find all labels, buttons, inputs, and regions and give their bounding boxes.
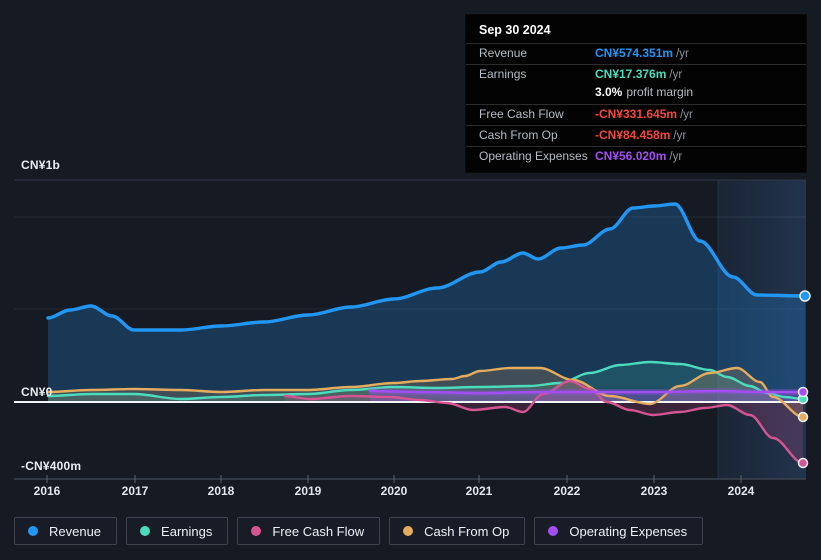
y-axis-label-1b: CN¥1b xyxy=(21,158,61,172)
legend-label: Cash From Op xyxy=(424,523,510,539)
earnings-line xyxy=(46,360,805,401)
y-axis-label-zero: CN¥0 xyxy=(21,385,53,399)
legend-item-cash-from-op[interactable]: Cash From Op xyxy=(389,517,526,545)
legend-item-revenue[interactable]: Revenue xyxy=(14,517,118,545)
tooltip-row-free-cash-flow: Free Cash Flow -CN¥331.645m/yr xyxy=(466,104,806,125)
tooltip-suffix: /yr xyxy=(680,109,693,121)
x-axis-labels: 2016 2017 2018 2019 2020 2021 2022 2023 2024 xyxy=(0,484,821,500)
tooltip-label: Revenue xyxy=(479,46,528,60)
cash_from_op-line xyxy=(46,366,805,419)
tooltip-label: Cash From Op xyxy=(479,128,558,142)
chart-legend: Revenue Earnings Free Cash Flow Cash Fro… xyxy=(14,517,704,545)
x-axis-label-2020: 2020 xyxy=(380,484,408,498)
tooltip-date: Sep 30 2024 xyxy=(479,23,551,37)
tooltip-suffix: /yr xyxy=(669,69,683,81)
profit-margin-value: 3.0% xyxy=(595,85,623,99)
x-axis-label-2016: 2016 xyxy=(33,484,61,498)
legend-label: Earnings xyxy=(161,523,213,539)
legend-label: Revenue xyxy=(49,523,102,539)
tooltip-row-profit-margin: 3.0% profit margin xyxy=(466,85,806,104)
revenue-dot-icon xyxy=(28,526,38,536)
x-axis-label-2018: 2018 xyxy=(207,484,235,498)
legend-item-operating-expenses[interactable]: Operating Expenses xyxy=(534,517,704,545)
revenue-area xyxy=(48,204,805,402)
tooltip-value: CN¥17.376m xyxy=(595,67,667,81)
x-axis-label-2024: 2024 xyxy=(727,484,755,498)
profit-margin-text: profit margin xyxy=(626,85,694,99)
free_cash_flow-line xyxy=(283,379,805,465)
revenue-line xyxy=(46,202,807,332)
op_ex-endpoint-marker xyxy=(797,386,809,398)
chart-tooltip: Sep 30 2024 Revenue CN¥574.351m/yr Earni… xyxy=(466,15,806,172)
y-axis-label-neg400m: -CN¥400m xyxy=(21,459,82,473)
free-cash-flow-dot-icon xyxy=(251,526,262,536)
tooltip-suffix: /yr xyxy=(676,48,689,60)
x-axis-label-2022: 2022 xyxy=(553,484,581,498)
tooltip-label: Operating Expenses xyxy=(479,149,588,163)
tooltip-label: Earnings xyxy=(479,67,527,81)
tooltip-value: -CN¥331.645m xyxy=(595,107,678,121)
cash_from_op-endpoint-marker xyxy=(797,411,809,423)
tooltip-row-revenue: Revenue CN¥574.351m/yr xyxy=(466,43,806,64)
free_cash_flow-endpoint-marker xyxy=(797,457,809,469)
tooltip-label: Free Cash Flow xyxy=(479,107,564,121)
x-axis-label-2021: 2021 xyxy=(465,484,493,498)
op_ex-line xyxy=(368,389,805,395)
legend-label: Operating Expenses xyxy=(569,523,688,539)
x-axis-label-2017: 2017 xyxy=(121,484,149,498)
operating-expenses-dot-icon xyxy=(548,526,559,536)
tooltip-value: CN¥56.020m xyxy=(595,149,667,163)
legend-item-free-cash-flow[interactable]: Free Cash Flow xyxy=(237,517,381,545)
legend-label: Free Cash Flow xyxy=(272,523,365,539)
tooltip-row-cash-from-op: Cash From Op -CN¥84.458m/yr xyxy=(466,125,806,146)
legend-item-earnings[interactable]: Earnings xyxy=(126,517,229,545)
tooltip-suffix: /yr xyxy=(669,151,683,163)
cash-from-op-dot-icon xyxy=(403,526,414,536)
earnings-dot-icon xyxy=(140,526,151,536)
tooltip-row-operating-expenses: Operating Expenses CN¥56.020m/yr xyxy=(466,146,806,167)
tooltip-value: CN¥574.351m xyxy=(595,46,674,60)
tooltip-suffix: /yr xyxy=(673,130,687,142)
x-axis-label-2019: 2019 xyxy=(294,484,322,498)
revenue-endpoint-marker xyxy=(799,290,811,302)
tooltip-value: -CN¥84.458m xyxy=(595,128,671,142)
x-axis-label-2023: 2023 xyxy=(640,484,668,498)
tooltip-row-earnings: Earnings CN¥17.376m/yr xyxy=(466,64,806,85)
